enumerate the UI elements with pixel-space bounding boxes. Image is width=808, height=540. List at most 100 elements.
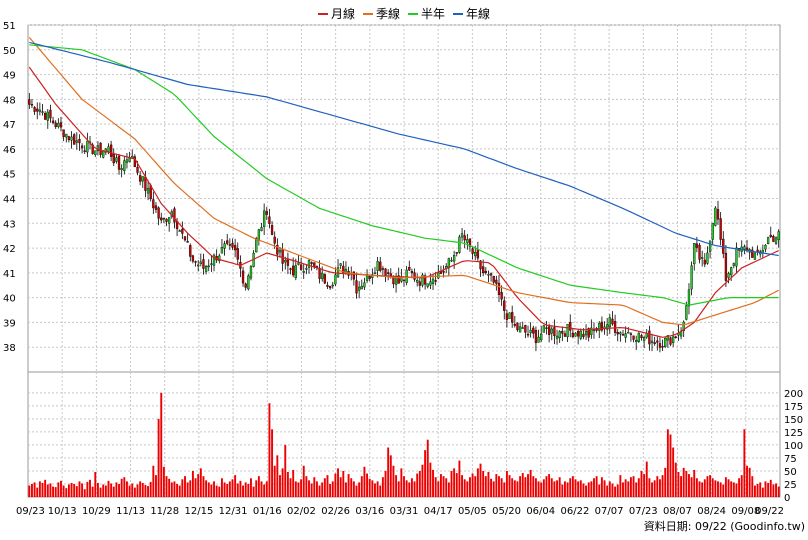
candle-down <box>342 265 345 274</box>
volume-bar <box>753 485 756 497</box>
candle-down <box>492 275 495 283</box>
candle-down <box>532 327 535 334</box>
volume-bar <box>529 469 532 497</box>
volume-bar <box>724 477 727 497</box>
candle-up <box>394 276 398 285</box>
candle-down <box>112 153 115 164</box>
volume-bar <box>632 476 635 497</box>
volume-bar <box>461 475 463 497</box>
volume-bar <box>492 481 495 497</box>
volume-bar <box>236 483 239 497</box>
volume-bar <box>302 465 305 497</box>
candle-down <box>569 322 572 331</box>
volume-bar <box>635 482 638 497</box>
volume-bar <box>104 485 107 497</box>
volume-bar <box>281 468 284 497</box>
candle-up <box>730 267 733 276</box>
volume-bar <box>545 476 548 497</box>
candle-down <box>228 244 232 246</box>
volume-bar <box>532 476 535 497</box>
volume-bar <box>181 479 184 497</box>
ma-line-年線 <box>29 41 779 257</box>
volume-bar <box>503 482 506 497</box>
volume-bar <box>318 485 321 497</box>
volume-tick-label: 125 <box>784 428 803 439</box>
candle-up <box>123 160 126 171</box>
price-panel: 38 39 40 41 42 43 44 45 46 47 48 49 50 51 <box>3 21 781 373</box>
volume-bar <box>102 484 105 497</box>
x-tick-label: 11/28 <box>150 506 179 517</box>
volume-bar <box>614 486 617 497</box>
candle-up <box>220 247 224 254</box>
volume-bar <box>695 478 698 497</box>
volume-bar <box>389 455 392 497</box>
x-axis: 09/23 10/13 10/29 11/13 11/28 12/15 12/31 01/16… <box>16 506 784 517</box>
candle-down <box>189 245 192 257</box>
price-tick-label: 43 <box>3 219 16 230</box>
candle-up <box>162 218 166 220</box>
volume-bar <box>556 480 558 497</box>
volume-bar <box>368 478 371 497</box>
candle-up <box>46 111 49 121</box>
candle-down <box>202 259 205 269</box>
volume-bar <box>463 479 466 497</box>
candle-down <box>80 145 84 149</box>
volume-bar <box>403 476 405 497</box>
legend-label-半年: 半年 <box>421 7 445 21</box>
volume-tick-label: 175 <box>784 402 803 413</box>
volume-bar <box>247 483 250 497</box>
candle-up <box>521 327 524 329</box>
volume-bar <box>418 470 421 497</box>
volume-bar <box>44 479 47 497</box>
volume-bar <box>482 470 485 497</box>
volume-bar <box>215 485 218 497</box>
candle-up <box>41 111 44 113</box>
candle-up <box>714 207 717 226</box>
volume-bar <box>426 439 429 497</box>
volume-bar <box>395 475 398 497</box>
price-tick-label: 44 <box>3 195 16 206</box>
candle-down <box>328 285 332 289</box>
candle-up <box>178 230 181 232</box>
volume-bar <box>722 484 725 497</box>
volume-bar <box>118 483 120 497</box>
volume-bar <box>376 481 379 497</box>
volume-bar <box>162 466 165 497</box>
volume-bar <box>210 484 213 497</box>
volume-bar <box>534 478 537 497</box>
volume-bar <box>91 486 94 497</box>
candle-up <box>529 329 532 334</box>
candle-up <box>247 275 250 290</box>
candle-up <box>223 243 226 249</box>
volume-bar <box>384 470 387 497</box>
candle-down <box>698 244 701 260</box>
volume-bar <box>585 485 588 497</box>
price-tick-label: 45 <box>3 170 16 181</box>
x-tick-label: 11/13 <box>116 506 145 517</box>
volume-bar <box>685 470 688 497</box>
volume-bar <box>305 476 308 497</box>
candle-up <box>774 237 778 244</box>
candle-down <box>270 225 274 235</box>
volume-bar <box>81 483 84 497</box>
x-tick-label: 09/23 <box>16 506 45 517</box>
volume-bar <box>608 481 611 497</box>
candle-up <box>701 257 704 259</box>
x-tick-label: 03/31 <box>390 506 419 517</box>
candle-down <box>547 326 551 335</box>
candle-up <box>693 243 696 265</box>
volume-bar <box>337 468 339 497</box>
volume-bar <box>627 481 630 497</box>
volume-bar <box>416 473 419 497</box>
volume-bar <box>326 475 329 497</box>
volume-bar <box>680 476 683 497</box>
volume-bar <box>421 464 424 497</box>
candle-up <box>592 329 596 332</box>
volume-bar <box>371 480 374 497</box>
volume-bar <box>189 480 192 497</box>
candle-down <box>54 122 57 128</box>
volume-bar <box>582 483 585 497</box>
volume-bar <box>498 476 500 497</box>
candle-down <box>265 211 268 215</box>
ma-line-半年 <box>29 44 779 306</box>
